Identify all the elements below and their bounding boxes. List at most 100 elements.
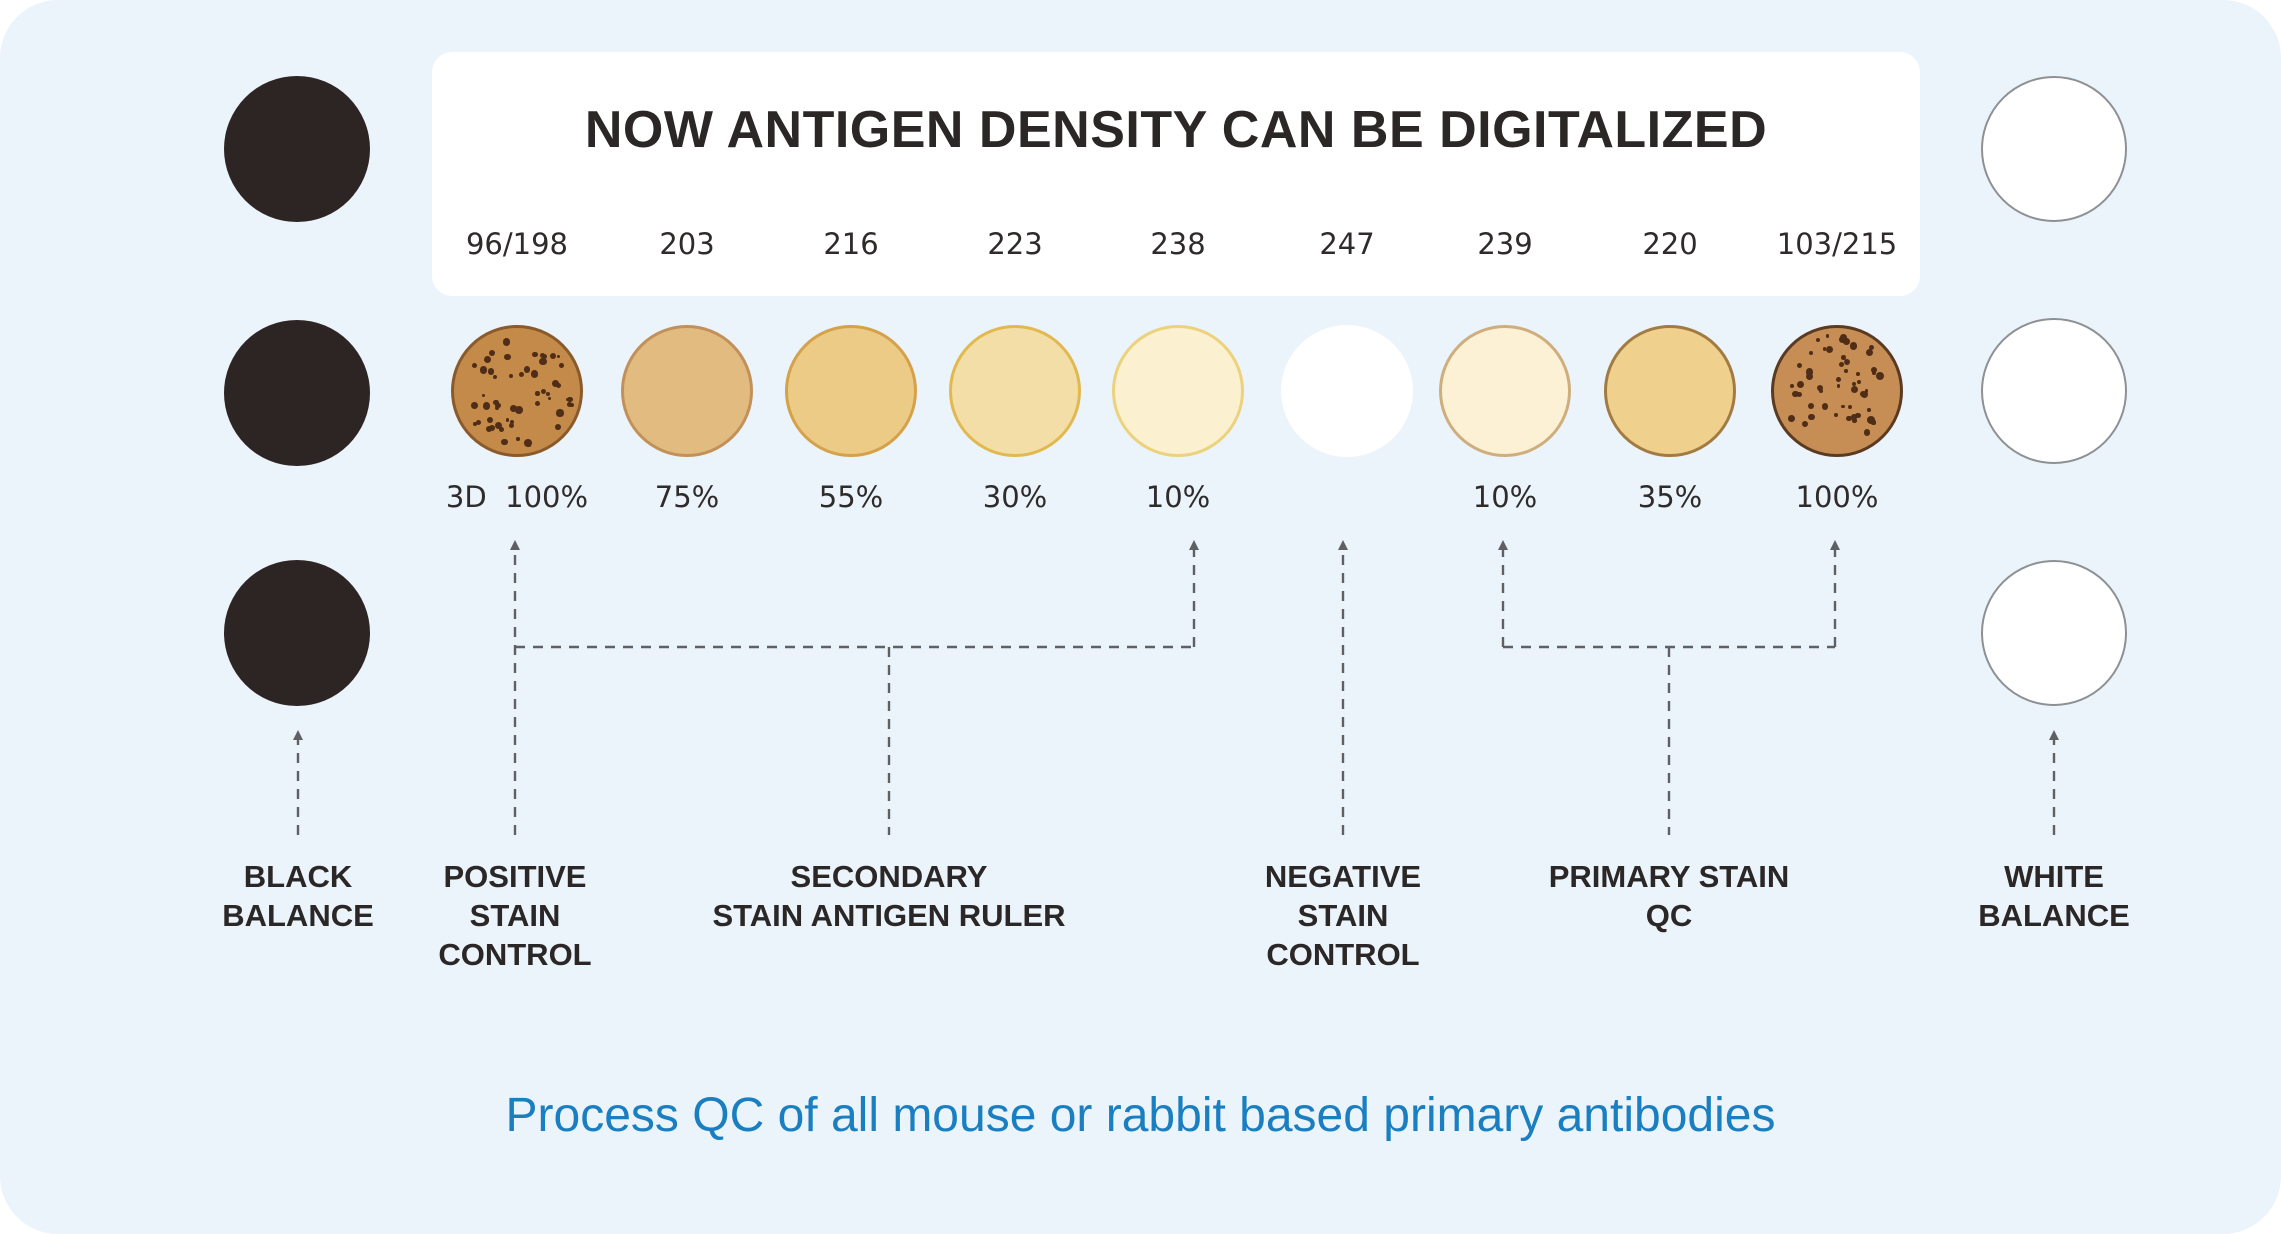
- stain-speck: [486, 416, 494, 424]
- stain-speck: [1819, 389, 1823, 393]
- stain-speck: [551, 380, 559, 388]
- stain-speck: [479, 365, 488, 374]
- stain-speck: [1843, 358, 1851, 366]
- percent-value: 100%: [505, 480, 589, 514]
- stain-speck: [1822, 347, 1826, 351]
- stain-speck: [1843, 369, 1848, 373]
- swatch-value-ruler-55: 216: [823, 227, 879, 261]
- stain-speck: [1857, 379, 1862, 384]
- stain-speck: [1797, 381, 1805, 389]
- stain-speck: [501, 438, 508, 446]
- label-white-balance: WHITE BALANCE: [1978, 859, 2130, 933]
- swatch-percent-primary-100: 100%: [1795, 480, 1879, 514]
- swatch-percent-ruler-10: 10%: [1145, 480, 1211, 514]
- label-primary-stain-qc: PRIMARY STAIN QC: [1548, 859, 1790, 933]
- stain-speck: [567, 401, 573, 407]
- stain-speck: [499, 426, 505, 432]
- stain-speck: [1863, 429, 1871, 436]
- stain-speck: [1841, 355, 1846, 360]
- stain-speck: [508, 422, 515, 429]
- stain-speck: [1796, 391, 1802, 397]
- stain-speck: [1851, 413, 1858, 421]
- stain-speck: [476, 420, 482, 426]
- swatch-value-primary-100: 103/215: [1776, 227, 1898, 261]
- stain-speck: [1843, 338, 1850, 345]
- stain-speck: [1808, 413, 1815, 421]
- stain-speck: [567, 396, 573, 403]
- swatch-percent-primary-35: 35%: [1637, 480, 1703, 514]
- stain-speck: [535, 391, 540, 396]
- swatch-ruler-30: [949, 325, 1081, 457]
- stain-speck: [1849, 342, 1858, 350]
- white-balance-dot: [1981, 318, 2127, 464]
- stain-speck: [1860, 390, 1869, 399]
- swatch-negative-control: [1281, 325, 1413, 457]
- swatch-value-primary-35: 220: [1642, 227, 1698, 261]
- swatch-value-primary-10: 239: [1477, 227, 1533, 261]
- stain-speck: [1875, 372, 1884, 381]
- black-balance-dot: [224, 560, 370, 706]
- stain-speck: [504, 353, 511, 361]
- stain-speck: [1846, 415, 1852, 422]
- stain-speck: [547, 396, 552, 401]
- black-balance-dot: [224, 76, 370, 222]
- stain-speck: [555, 424, 561, 430]
- swatch-primary-10: [1439, 325, 1571, 457]
- stain-speck: [556, 409, 564, 417]
- stain-speck: [1840, 404, 1845, 409]
- dimension-tag: 3D: [445, 480, 487, 514]
- stain-speck: [549, 352, 557, 359]
- stain-speck: [492, 374, 498, 380]
- header-box: [432, 52, 1920, 296]
- stain-speck: [1868, 345, 1874, 351]
- stain-speck: [485, 425, 492, 432]
- black-balance-dot: [224, 320, 370, 466]
- swatch-percent-primary-10: 10%: [1472, 480, 1538, 514]
- stain-speck: [555, 383, 561, 389]
- stain-speck: [489, 350, 496, 357]
- stain-speck: [1816, 337, 1821, 342]
- stain-speck: [523, 366, 531, 373]
- swatch-percent-ruler-75: 75%: [654, 480, 720, 514]
- stain-speck: [1870, 367, 1877, 373]
- stain-speck: [1866, 408, 1871, 412]
- swatch-ruler-75: [621, 325, 753, 457]
- stain-speck: [516, 437, 520, 441]
- white-balance-dot: [1981, 76, 2127, 222]
- stain-speck: [1796, 362, 1803, 368]
- swatch-positive-control: [451, 325, 583, 457]
- swatch-percent-positive-control: 3D 100%: [417, 480, 617, 514]
- stain-speck: [1852, 381, 1857, 386]
- swatch-value-negative-control: 247: [1319, 227, 1375, 261]
- stain-speck: [1788, 415, 1796, 422]
- swatch-value-ruler-10: 238: [1150, 227, 1206, 261]
- swatch-ruler-55: [785, 325, 917, 457]
- swatch-percent-ruler-55: 55%: [818, 480, 884, 514]
- stain-speck: [492, 399, 499, 406]
- swatch-value-ruler-75: 203: [659, 227, 715, 261]
- stain-speck: [539, 357, 547, 366]
- stain-speck: [1871, 420, 1876, 426]
- white-balance-dot: [1981, 560, 2127, 706]
- label-black-balance: BLACK BALANCE: [222, 859, 374, 933]
- stain-speck: [1839, 362, 1844, 368]
- stain-speck: [1808, 403, 1815, 410]
- stain-speck: [558, 363, 564, 368]
- stain-speck: [495, 402, 501, 409]
- stain-speck: [510, 419, 515, 424]
- stain-speck: [502, 337, 511, 346]
- stain-speck: [545, 391, 550, 396]
- stain-speck: [1855, 412, 1861, 418]
- stain-speck: [1867, 416, 1876, 425]
- label-positive-stain-control: POSITIVE STAIN CONTROL: [438, 859, 592, 972]
- stain-speck: [519, 371, 525, 377]
- stain-speck: [556, 354, 560, 359]
- stain-speck: [1816, 385, 1824, 392]
- stain-speck: [1808, 373, 1813, 377]
- stain-speck: [1848, 404, 1853, 409]
- stain-speck: [534, 400, 540, 406]
- stain-speck: [1852, 418, 1857, 423]
- stain-speck: [1792, 390, 1799, 398]
